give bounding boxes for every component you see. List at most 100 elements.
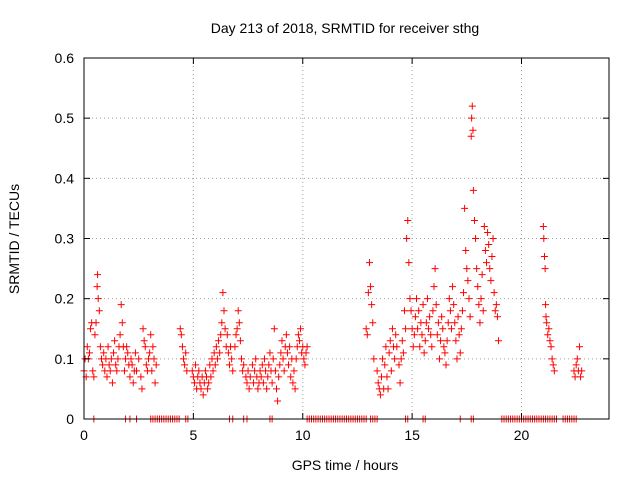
data-point — [291, 385, 299, 393]
data-point — [152, 361, 160, 369]
data-point — [404, 216, 412, 224]
data-point — [391, 355, 399, 363]
data-point — [301, 361, 309, 369]
data-point — [493, 313, 501, 321]
data-point — [468, 114, 476, 122]
data-point — [127, 355, 135, 363]
x-tick-label: 0 — [80, 427, 88, 443]
data-point — [285, 361, 293, 369]
data-point — [474, 283, 482, 291]
data-point — [177, 331, 185, 339]
data-point — [300, 355, 308, 363]
data-point — [451, 319, 459, 327]
data-point — [399, 349, 407, 357]
data-point — [100, 349, 108, 357]
data-point — [232, 331, 240, 339]
data-point — [485, 241, 493, 249]
data-point — [151, 379, 159, 387]
data-point — [142, 361, 150, 369]
data-point — [489, 235, 497, 242]
data-point — [387, 367, 395, 375]
data-point — [252, 355, 260, 363]
data-point — [421, 337, 429, 345]
data-point — [542, 301, 550, 309]
data-point — [273, 385, 280, 393]
data-point — [442, 361, 450, 369]
data-point — [221, 325, 229, 333]
data-point — [369, 319, 377, 327]
data-point — [91, 331, 99, 339]
chart-title: Day 213 of 2018, SRMTID for receiver sth… — [211, 20, 479, 36]
data-point — [212, 343, 220, 351]
data-point — [405, 259, 413, 267]
data-point — [147, 331, 155, 339]
data-points — [80, 102, 586, 423]
data-point — [368, 301, 376, 309]
data-point — [129, 379, 137, 387]
data-point — [456, 349, 464, 357]
y-tick-label: 0 — [66, 411, 74, 427]
data-point — [488, 253, 496, 261]
data-point — [218, 319, 226, 327]
data-point — [139, 325, 147, 333]
data-point — [480, 222, 488, 230]
data-point — [392, 331, 400, 339]
data-point — [439, 325, 447, 333]
data-point — [263, 385, 271, 393]
data-point — [85, 349, 93, 357]
data-point — [411, 313, 419, 321]
data-point — [481, 247, 489, 255]
data-point — [279, 355, 287, 363]
data-point — [95, 307, 103, 315]
data-point — [402, 325, 410, 333]
data-point — [433, 331, 441, 339]
data-point — [467, 132, 475, 140]
data-point — [443, 337, 451, 345]
data-point — [543, 319, 551, 327]
data-point — [495, 337, 503, 345]
data-point — [243, 379, 251, 387]
data-point — [549, 361, 557, 369]
data-point — [362, 325, 370, 333]
data-point — [452, 337, 460, 345]
data-point — [83, 343, 91, 351]
data-point — [238, 355, 245, 363]
data-point — [282, 331, 290, 339]
data-point — [398, 337, 406, 345]
data-point — [295, 337, 303, 345]
x-tick-label: 5 — [189, 427, 197, 443]
data-point — [367, 283, 375, 291]
data-point — [268, 379, 276, 387]
data-point — [124, 349, 132, 357]
data-point — [111, 337, 119, 345]
data-point — [244, 367, 252, 375]
data-point — [270, 325, 278, 333]
data-point — [483, 259, 490, 267]
data-point — [400, 307, 408, 315]
data-point — [460, 289, 468, 297]
data-point — [465, 295, 473, 303]
data-point — [289, 379, 297, 387]
data-point — [110, 349, 118, 357]
data-point — [383, 373, 391, 381]
data-point — [403, 235, 411, 242]
y-tick-label: 0.6 — [55, 50, 75, 66]
data-point — [133, 367, 140, 375]
data-point — [578, 367, 586, 375]
data-point — [240, 361, 248, 369]
data-point — [541, 265, 549, 273]
data-point — [292, 355, 300, 363]
y-tick-label: 0.4 — [55, 170, 75, 186]
data-point — [365, 259, 373, 267]
data-point — [275, 373, 283, 381]
data-point — [414, 325, 422, 333]
data-point — [246, 373, 254, 381]
data-point — [364, 289, 372, 297]
data-point — [94, 271, 102, 279]
data-point — [302, 349, 310, 357]
data-point — [248, 361, 256, 369]
data-point — [410, 331, 418, 339]
data-point — [258, 361, 266, 369]
data-point — [195, 367, 203, 375]
data-point — [540, 235, 548, 242]
